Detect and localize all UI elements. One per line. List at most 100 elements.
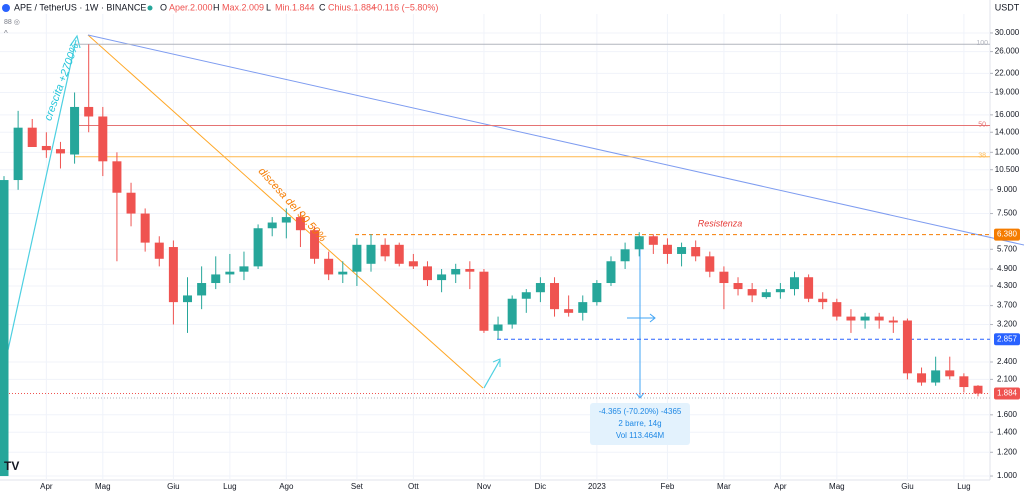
decline-line: [87, 34, 484, 389]
status-dot: [147, 5, 153, 11]
x-tick-label: Apr: [40, 482, 53, 491]
arrow-head: [649, 313, 656, 323]
candle-body: [84, 106, 94, 117]
candle-body: [98, 116, 108, 162]
price-tag-label: 1.884: [997, 389, 1018, 398]
candle-body: [352, 244, 362, 272]
candle-body: [55, 149, 65, 154]
y-tick-label: 1.400: [997, 427, 1018, 436]
x-tick-label: Giu: [167, 482, 179, 491]
candle-body: [959, 376, 969, 388]
growth-arrow: [7, 39, 77, 351]
price-tag: [994, 387, 1020, 400]
x-tick-label: Feb: [661, 482, 675, 491]
candle-body: [705, 256, 715, 272]
candle-body: [620, 249, 630, 262]
change: −0.116 (−5.80%): [372, 2, 438, 12]
x-tick-label: Ago: [279, 482, 294, 491]
measure-text: Vol 113.464M: [616, 431, 665, 440]
y-tick-label: 9.000: [997, 185, 1018, 194]
candle-body: [493, 324, 503, 331]
candle-body: [324, 258, 334, 275]
candle-body: [408, 261, 418, 267]
candle-body: [789, 277, 799, 290]
ohlc-key: O: [160, 2, 167, 12]
candle-body: [775, 289, 785, 293]
x-tick-label: Mag: [95, 482, 111, 491]
x-tick-label: Ott: [408, 482, 419, 491]
y-tick-label: 7.500: [997, 209, 1018, 218]
candle-body: [846, 316, 856, 321]
marks: [0, 43, 990, 477]
candle-body: [719, 271, 729, 284]
arrow-head: [635, 392, 645, 399]
candle-body: [225, 271, 235, 275]
measure-text: 2 barre, 14g: [618, 419, 661, 428]
candle-body: [27, 127, 37, 148]
candle-body: [902, 320, 912, 374]
y-tick-label: 4.900: [997, 264, 1018, 273]
candle-body: [338, 271, 348, 275]
candle-body: [818, 298, 828, 303]
candle-body: [507, 298, 517, 325]
bounce-arrow: [483, 359, 501, 389]
y-tick-label: 22.000: [995, 68, 1020, 77]
candle-body: [945, 370, 955, 377]
resistance-label: Resistenza: [698, 218, 743, 228]
candle-body: [747, 289, 757, 296]
symbol-icon: [2, 4, 10, 12]
candle-body: [437, 274, 447, 281]
candle-body: [253, 228, 263, 267]
ohlc-key: H: [213, 2, 220, 12]
candle-body: [691, 247, 701, 257]
candle-body: [860, 316, 870, 321]
ohlc-key: C: [319, 2, 326, 12]
candle-body: [888, 320, 898, 323]
candle-body: [211, 274, 221, 284]
candle-body: [112, 161, 122, 193]
ohlc: O Aper.2.000 H Max.2.009 L Min.1.844 C Chius.1.…: [160, 2, 438, 12]
ohlc-value: Min.1.844: [275, 2, 315, 12]
symbol: APE / TetherUS · 1W · BINANCE: [14, 2, 146, 12]
candle-body: [154, 242, 164, 259]
x-tick-label: 2023: [588, 482, 606, 491]
candle-body: [874, 316, 884, 321]
collapse-icon[interactable]: ^: [4, 29, 8, 38]
x-tick-label: Giu: [901, 482, 913, 491]
ohlc-value: Max.2.009: [222, 2, 264, 12]
candle-body: [168, 247, 178, 303]
y-tick-label: 1.200: [997, 447, 1018, 456]
y-tick-label: 4.300: [997, 281, 1018, 290]
price-tag: [994, 228, 1020, 241]
x-tick-label: Nov: [477, 482, 491, 491]
candle-body: [126, 192, 136, 214]
candle-body: [465, 269, 475, 272]
y-tick-label: 2.400: [997, 357, 1018, 366]
candle-body: [13, 127, 23, 181]
y-tick-label: 26.000: [995, 47, 1020, 56]
x-tick-label: Set: [351, 482, 364, 491]
candle-body: [310, 230, 320, 259]
candle-body: [451, 269, 461, 275]
y-tick-label: 3.700: [997, 301, 1018, 310]
candle-body: [931, 370, 941, 383]
candle-body: [677, 247, 687, 254]
candle-body: [521, 292, 531, 299]
candle-body: [648, 236, 658, 245]
y-tick-label: 12.000: [995, 147, 1020, 156]
y-tick-label: 10.500: [995, 165, 1020, 174]
fib-label: 38.: [978, 153, 988, 160]
y-tick-label: 14.000: [995, 127, 1020, 136]
candle-body: [295, 217, 305, 231]
candle-body: [41, 145, 51, 151]
toolbar-icon[interactable]: 88 ◎: [4, 19, 20, 26]
candle-body: [0, 180, 9, 477]
candle-body: [550, 283, 560, 310]
y-tick-label: 16.000: [995, 110, 1020, 119]
currency: USDT: [995, 2, 1020, 12]
trend-line: [87, 34, 1024, 246]
x-tick-label: Lug: [957, 482, 970, 491]
candle-body: [197, 283, 207, 296]
candle-body: [662, 244, 672, 254]
